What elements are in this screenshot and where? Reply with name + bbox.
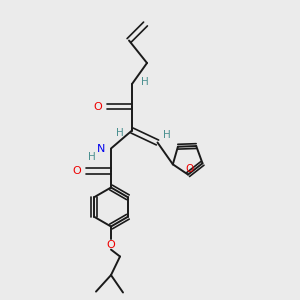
Text: O: O [106, 239, 116, 250]
Text: H: H [141, 76, 148, 87]
Text: H: H [116, 128, 124, 139]
Text: H: H [163, 130, 170, 140]
Text: H: H [88, 152, 95, 163]
Text: O: O [72, 166, 81, 176]
Text: O: O [185, 164, 194, 174]
Text: N: N [97, 143, 106, 154]
Text: O: O [93, 101, 102, 112]
